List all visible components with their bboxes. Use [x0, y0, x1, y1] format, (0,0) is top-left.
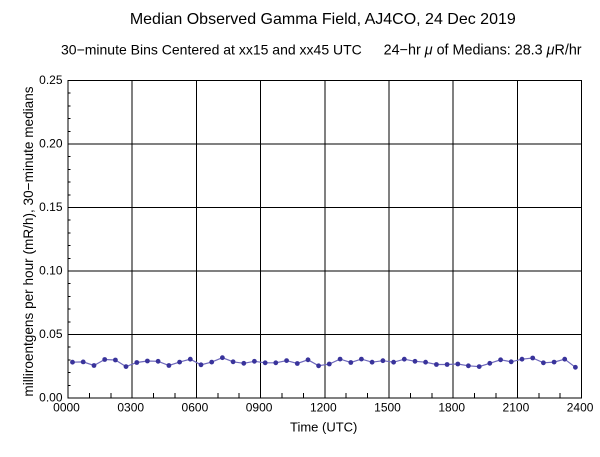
- svg-text:Median Observed Gamma Field, A: Median Observed Gamma Field, AJ4CO, 24 D…: [130, 11, 516, 28]
- svg-text:0600: 0600: [182, 401, 209, 415]
- svg-text:1800: 1800: [438, 401, 465, 415]
- svg-text:0.10: 0.10: [39, 264, 63, 278]
- svg-text:2100: 2100: [503, 401, 530, 415]
- svg-text:0.20: 0.20: [39, 137, 63, 151]
- svg-text:24−hr μ of Medians: 28.3 μR/hr: 24−hr μ of Medians: 28.3 μR/hr: [384, 43, 582, 59]
- svg-text:0.25: 0.25: [39, 73, 63, 87]
- svg-text:milliroentgens per hour (mR/h): milliroentgens per hour (mR/h), 30−minut…: [21, 86, 36, 396]
- svg-text:1200: 1200: [310, 401, 337, 415]
- svg-text:0.05: 0.05: [39, 327, 63, 341]
- svg-text:0300: 0300: [117, 401, 144, 415]
- svg-text:1500: 1500: [374, 401, 401, 415]
- svg-text:Time (UTC): Time (UTC): [290, 420, 357, 435]
- svg-text:2400: 2400: [567, 401, 594, 415]
- svg-text:30−minute Bins Centered at xx1: 30−minute Bins Centered at xx15 and xx45…: [61, 42, 362, 58]
- svg-text:0.00: 0.00: [39, 391, 63, 405]
- svg-text:0.15: 0.15: [39, 200, 63, 214]
- svg-text:0900: 0900: [246, 401, 273, 415]
- svg-text:0000: 0000: [53, 401, 80, 415]
